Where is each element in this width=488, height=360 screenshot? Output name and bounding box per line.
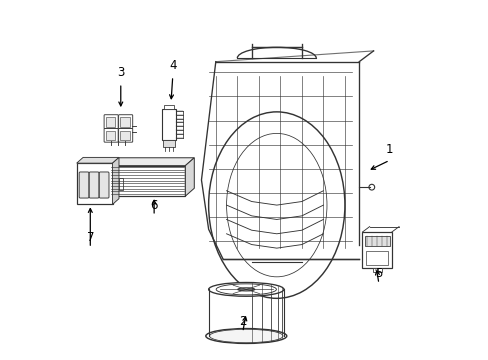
FancyBboxPatch shape <box>119 129 132 142</box>
Bar <box>120 117 130 127</box>
Polygon shape <box>77 157 119 163</box>
Bar <box>163 140 175 147</box>
Text: 3: 3 <box>117 66 124 79</box>
Bar <box>372 268 381 272</box>
Bar <box>120 131 130 140</box>
FancyBboxPatch shape <box>79 172 89 198</box>
FancyBboxPatch shape <box>99 172 109 198</box>
Text: 1: 1 <box>385 143 393 156</box>
Polygon shape <box>112 157 119 204</box>
Bar <box>164 105 174 109</box>
Bar <box>362 232 391 268</box>
Bar <box>119 178 123 190</box>
FancyBboxPatch shape <box>119 115 132 129</box>
Text: 4: 4 <box>169 59 176 72</box>
Bar <box>365 251 387 265</box>
Ellipse shape <box>205 329 286 343</box>
Text: 6: 6 <box>150 199 158 212</box>
Bar <box>106 131 115 140</box>
Circle shape <box>375 269 378 271</box>
Bar <box>77 163 112 204</box>
Ellipse shape <box>208 283 284 296</box>
FancyBboxPatch shape <box>89 172 99 198</box>
Text: 7: 7 <box>86 231 94 244</box>
Bar <box>364 235 389 246</box>
Text: 2: 2 <box>239 315 246 328</box>
Text: 5: 5 <box>374 267 382 280</box>
Ellipse shape <box>216 284 276 295</box>
FancyBboxPatch shape <box>104 115 118 129</box>
Ellipse shape <box>209 329 283 343</box>
FancyBboxPatch shape <box>104 129 118 142</box>
Circle shape <box>368 184 374 190</box>
Polygon shape <box>110 158 194 166</box>
Bar <box>106 117 115 127</box>
Polygon shape <box>185 158 194 196</box>
Ellipse shape <box>237 288 254 291</box>
Bar <box>110 166 185 196</box>
Bar <box>162 109 176 140</box>
